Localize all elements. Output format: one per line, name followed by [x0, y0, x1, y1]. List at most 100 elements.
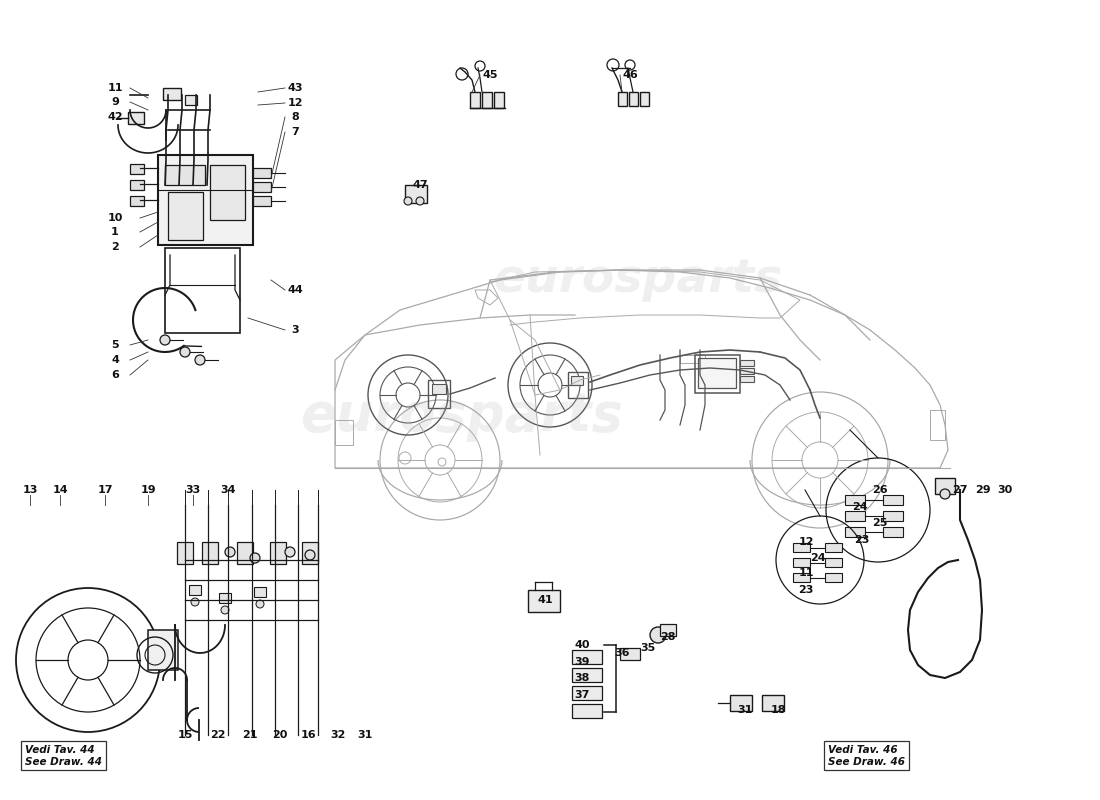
Text: 43: 43	[287, 83, 303, 93]
Bar	[930, 410, 945, 440]
Bar	[168, 192, 204, 240]
Text: 3: 3	[292, 325, 299, 335]
Bar	[189, 585, 201, 595]
Bar	[128, 112, 144, 124]
Bar	[572, 704, 602, 718]
Bar	[185, 95, 197, 105]
Bar	[845, 527, 865, 537]
Bar	[202, 542, 218, 564]
Bar	[236, 542, 253, 564]
Bar	[528, 590, 560, 612]
Text: 35: 35	[640, 643, 656, 653]
Bar	[253, 182, 271, 192]
Text: Vedi Tav. 46
See Draw. 46: Vedi Tav. 46 See Draw. 46	[828, 745, 905, 766]
Text: eurosparts: eurosparts	[300, 390, 624, 442]
Bar	[883, 527, 903, 537]
Text: 41: 41	[537, 595, 553, 605]
Circle shape	[191, 598, 199, 606]
Bar	[482, 92, 492, 108]
Circle shape	[650, 627, 666, 643]
Text: 31: 31	[358, 730, 373, 740]
Bar	[883, 511, 903, 521]
Bar	[405, 185, 427, 203]
Bar	[568, 372, 588, 398]
Text: 37: 37	[574, 690, 590, 700]
Text: 28: 28	[660, 632, 675, 642]
Bar	[270, 542, 286, 564]
Text: 45: 45	[482, 70, 497, 80]
Bar	[740, 360, 754, 366]
Bar	[130, 164, 144, 174]
Bar	[793, 558, 810, 567]
Circle shape	[404, 197, 412, 205]
Bar	[680, 355, 705, 363]
Circle shape	[195, 355, 205, 365]
Text: 39: 39	[574, 657, 590, 667]
Text: 40: 40	[574, 640, 590, 650]
Bar	[762, 695, 784, 711]
Bar	[740, 368, 754, 374]
Text: 2: 2	[111, 242, 119, 252]
Text: Vedi Tav. 44
See Draw. 44: Vedi Tav. 44 See Draw. 44	[25, 745, 102, 766]
Text: 6: 6	[111, 370, 119, 380]
Circle shape	[180, 347, 190, 357]
Text: eurosparts: eurosparts	[494, 258, 782, 302]
Bar	[210, 165, 245, 220]
Bar	[730, 695, 752, 711]
Bar	[640, 92, 649, 106]
Bar	[336, 420, 353, 445]
Bar	[177, 542, 192, 564]
Bar	[130, 180, 144, 190]
Text: 18: 18	[770, 705, 785, 715]
Circle shape	[285, 547, 295, 557]
Text: 27: 27	[953, 485, 968, 495]
Text: 26: 26	[872, 485, 888, 495]
Bar	[302, 542, 318, 564]
Bar	[253, 168, 271, 178]
Bar	[163, 88, 182, 100]
Text: 21: 21	[242, 730, 257, 740]
Text: 44: 44	[287, 285, 303, 295]
Text: 29: 29	[976, 485, 991, 495]
Text: 11: 11	[799, 568, 814, 578]
Text: 12: 12	[799, 537, 814, 547]
Text: 7: 7	[292, 127, 299, 137]
Text: 10: 10	[108, 213, 123, 223]
Text: 22: 22	[210, 730, 225, 740]
Bar	[165, 165, 205, 185]
Bar	[825, 543, 842, 552]
Bar	[825, 558, 842, 567]
Bar	[254, 587, 266, 597]
Bar	[470, 92, 480, 108]
Text: 12: 12	[287, 98, 303, 108]
Bar	[572, 686, 602, 700]
Text: 31: 31	[737, 705, 752, 715]
Bar	[793, 543, 810, 552]
Circle shape	[226, 547, 235, 557]
Bar	[572, 668, 602, 682]
Circle shape	[416, 197, 424, 205]
Text: 42: 42	[107, 112, 123, 122]
Bar	[845, 511, 865, 521]
Circle shape	[250, 553, 260, 563]
Circle shape	[160, 335, 170, 345]
Bar	[432, 384, 446, 394]
Text: 30: 30	[998, 485, 1013, 495]
Bar	[825, 573, 842, 582]
Text: 9: 9	[111, 97, 119, 107]
Bar	[935, 478, 955, 494]
Text: 33: 33	[186, 485, 200, 495]
Text: 32: 32	[330, 730, 345, 740]
Bar	[571, 376, 583, 385]
Bar	[793, 573, 810, 582]
Text: 19: 19	[140, 485, 156, 495]
Bar	[158, 155, 253, 245]
Bar	[428, 380, 450, 408]
Text: 1: 1	[111, 227, 119, 237]
Bar	[695, 355, 740, 393]
Text: 20: 20	[273, 730, 288, 740]
Text: 34: 34	[220, 485, 235, 495]
Text: 23: 23	[799, 585, 814, 595]
Text: 15: 15	[177, 730, 192, 740]
Text: 13: 13	[22, 485, 37, 495]
